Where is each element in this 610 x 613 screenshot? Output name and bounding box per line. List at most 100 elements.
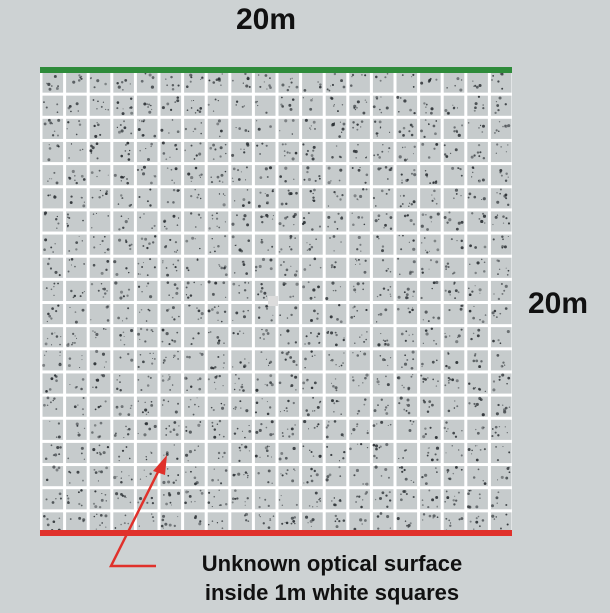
grid-cell: [136, 350, 158, 371]
speckle-dot: [219, 265, 221, 267]
speckle-dot: [188, 430, 192, 434]
speckle-dot: [199, 352, 201, 354]
speckle-dot: [106, 446, 110, 449]
speckle-dot: [327, 181, 331, 185]
speckle-dot: [95, 386, 98, 389]
speckle-dot: [224, 469, 228, 472]
speckle-dot: [493, 309, 497, 313]
speckle-dot: [459, 167, 462, 171]
speckle-dot: [352, 285, 355, 288]
grid-cell: [160, 257, 182, 278]
speckle-dot: [60, 335, 62, 338]
speckle-dot: [99, 243, 101, 246]
speckle-dot: [407, 526, 410, 529]
speckle-dot: [200, 312, 204, 316]
speckle-dot: [200, 122, 203, 124]
grid-cell: [372, 72, 394, 93]
grid-cell: [278, 373, 300, 394]
speckle-dot: [390, 295, 392, 297]
speckle-dot: [280, 473, 282, 475]
speckle-dot: [356, 412, 359, 415]
speckle-dot: [358, 495, 361, 498]
speckle-dot: [283, 150, 286, 152]
speckle-dot: [240, 171, 242, 173]
speckle-dot: [412, 290, 415, 293]
speckle-dot: [294, 341, 298, 344]
speckle-dot: [495, 316, 498, 319]
speckle-dot: [97, 100, 99, 103]
speckle-dot: [310, 474, 313, 477]
grid-cell: [490, 141, 512, 163]
speckle-dot: [360, 126, 362, 128]
speckle-dot: [162, 260, 164, 262]
speckle-dot: [399, 396, 403, 400]
speckle-dot: [118, 238, 122, 242]
speckle-dot: [261, 328, 263, 331]
speckle-dot: [222, 367, 225, 369]
speckle-dot: [122, 320, 124, 322]
speckle-dot: [342, 519, 346, 522]
grid-cell: [278, 118, 300, 139]
speckle-dot: [338, 135, 341, 138]
grid-cell: [396, 118, 418, 139]
speckle-dot: [341, 194, 344, 197]
speckle-dot: [152, 358, 154, 360]
grid-cell: [42, 442, 64, 464]
speckle-dot: [246, 189, 249, 191]
speckle-dot: [67, 364, 71, 368]
speckle-dot: [294, 523, 296, 525]
speckle-dot: [263, 216, 265, 218]
speckle-dot: [257, 128, 260, 130]
speckle-dot: [499, 188, 502, 191]
speckle-dot: [138, 525, 140, 527]
speckle-dot: [352, 121, 355, 124]
speckle-dot: [57, 118, 61, 122]
speckle-dot: [388, 499, 392, 502]
speckle-dot: [101, 522, 104, 524]
speckle-dot: [334, 289, 337, 292]
speckle-dot: [479, 151, 482, 154]
speckle-dot: [503, 410, 507, 414]
speckle-dot: [423, 400, 426, 404]
speckle-dot: [500, 282, 503, 285]
grid-cell: [372, 188, 394, 209]
speckle-dot: [499, 192, 501, 195]
speckle-dot: [310, 350, 313, 353]
speckle-dot: [264, 446, 268, 450]
speckle-dot: [264, 498, 267, 501]
speckle-dot: [221, 520, 224, 522]
speckle-dot: [269, 125, 272, 128]
speckle-dot: [339, 198, 342, 201]
speckle-dot: [241, 105, 244, 108]
speckle-dot: [97, 289, 100, 292]
speckle-dot: [127, 413, 131, 416]
speckle-dot: [373, 120, 377, 123]
speckle-dot: [389, 227, 393, 230]
speckle-dot: [338, 500, 340, 502]
grid-cell: [42, 419, 64, 440]
speckle-dot: [319, 85, 322, 89]
speckle-dot: [114, 527, 117, 529]
speckle-dot: [211, 478, 214, 482]
grid-cell: [467, 165, 488, 186]
speckle-dot: [104, 493, 107, 496]
speckle-dot: [482, 107, 485, 110]
speckle-dot: [74, 311, 77, 314]
speckle-dot: [292, 401, 295, 405]
speckle-dot: [289, 107, 293, 111]
speckle-dot: [82, 397, 85, 400]
speckle-dot: [270, 456, 272, 458]
speckle-dot: [166, 273, 170, 277]
grid-cell: [467, 257, 488, 278]
speckle-dot: [101, 492, 103, 495]
speckle-dot: [121, 112, 125, 116]
speckle-dot: [476, 151, 480, 154]
grid-cell: [325, 466, 347, 487]
speckle-dot: [307, 522, 309, 524]
speckle-dot: [96, 175, 98, 178]
speckle-dot: [290, 385, 292, 388]
grid-cell: [184, 118, 205, 139]
speckle-dot: [284, 216, 288, 220]
speckle-dot: [207, 378, 210, 381]
speckle-dot: [130, 243, 133, 246]
